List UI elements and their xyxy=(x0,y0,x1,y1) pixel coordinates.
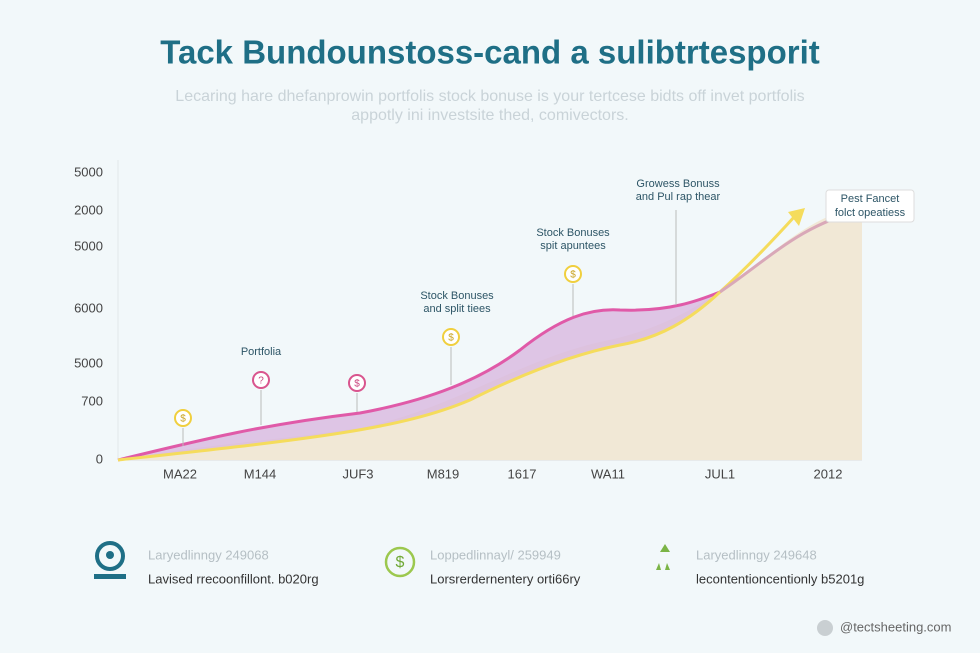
annotation: Stock Bonuses xyxy=(420,290,494,302)
x-axis-label: M144 xyxy=(244,466,277,481)
y-axis-label: 2000 xyxy=(74,202,103,217)
footer-text: lecontentioncentionly b5201g xyxy=(696,571,864,586)
x-axis-label: M819 xyxy=(427,466,460,481)
svg-text:?: ? xyxy=(258,376,264,387)
annotation: spit apuntees xyxy=(540,240,606,252)
watermark: @tectsheeting.com xyxy=(840,619,951,634)
footer-heading: Loppedlinnayl/ 259949 xyxy=(430,547,561,562)
y-axis-label: 6000 xyxy=(74,300,103,315)
x-axis-label: WA11 xyxy=(591,466,625,481)
callout: folct opeatiess xyxy=(835,207,906,219)
y-axis-label: 700 xyxy=(81,393,103,408)
x-axis-label: JUF3 xyxy=(342,466,373,481)
markers: $ ? $ $ $ xyxy=(174,189,915,446)
callout: Pest Fancet xyxy=(841,193,900,205)
arrow-head xyxy=(788,208,805,226)
x-axis-label: JUL1 xyxy=(705,466,735,481)
x-axis-label: MA22 xyxy=(163,466,197,481)
annotation: and split tiees xyxy=(423,303,491,315)
y-axis-label: 5000 xyxy=(74,164,103,179)
y-axis-label: 5000 xyxy=(74,355,103,370)
watermark-icon xyxy=(817,620,833,636)
svg-text:$: $ xyxy=(448,333,454,344)
svg-text:$: $ xyxy=(354,379,360,390)
area xyxy=(118,205,862,460)
y-axis-label: 5000 xyxy=(74,238,103,253)
svg-text:$: $ xyxy=(570,270,576,281)
plot xyxy=(117,160,863,462)
x-axis-label: 2012 xyxy=(814,466,843,481)
x-axis-label: 1617 xyxy=(508,466,537,481)
footer-text: Lavised rrecoonfillont. b020rg xyxy=(148,571,319,586)
y-axis-label: 0 xyxy=(96,451,103,466)
subtitle: Lecaring hare dhefanprowin portfolis sto… xyxy=(175,88,804,105)
band xyxy=(118,292,720,460)
svg-text:$: $ xyxy=(180,414,186,425)
subtitle: appotly ini investsite thed, comivectors… xyxy=(351,107,628,124)
line-lower xyxy=(117,214,797,462)
footer-heading: Laryedlinngy 249648 xyxy=(696,547,817,562)
annotation: and Pul rap thear xyxy=(636,191,721,203)
footer-text: Lorsrerdernentery orti66ry xyxy=(430,571,581,586)
title: Tack Bundounstoss-cand a sulibtrtesporit xyxy=(160,34,819,71)
svg-text:$: $ xyxy=(396,554,405,571)
annotation: Portfolia xyxy=(241,346,282,358)
line-upper xyxy=(117,290,721,462)
annotation: Growess Bonuss xyxy=(636,178,720,190)
footer-icons: $ xyxy=(94,541,670,579)
footer-heading: Laryedlinngy 249068 xyxy=(148,547,269,562)
annotation: Stock Bonuses xyxy=(536,227,610,239)
